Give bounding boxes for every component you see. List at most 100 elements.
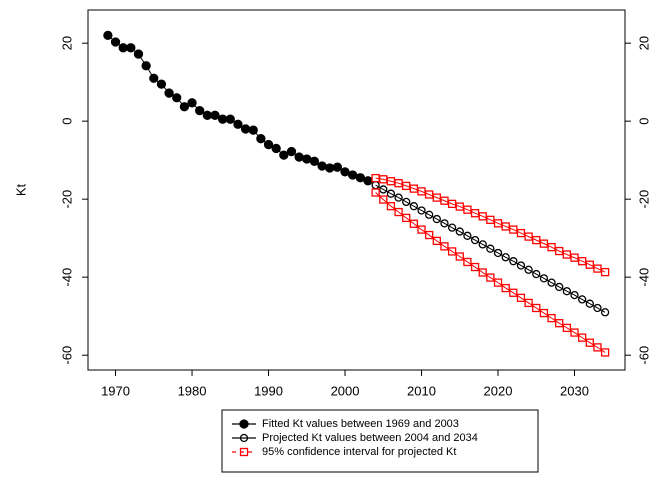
point	[532, 269, 541, 279]
point	[539, 308, 549, 318]
point	[286, 146, 297, 157]
point	[149, 73, 159, 83]
legend-label: Fitted Kt values between 1969 and 2003	[262, 418, 459, 430]
point	[486, 273, 495, 282]
legend-items: Fitted Kt values between 1969 and 2003 Pr…	[232, 418, 478, 458]
legend-label: 95% confidence interval for projected Kt	[262, 446, 456, 458]
point	[486, 244, 495, 253]
point	[409, 202, 419, 211]
point	[217, 114, 228, 124]
x-tick-label: 2020	[484, 383, 513, 398]
y2-tick-label: -20	[636, 190, 651, 209]
x-tick-label: 1970	[101, 383, 130, 398]
series-line	[107, 34, 369, 182]
point	[478, 268, 487, 277]
point	[379, 195, 388, 204]
point	[478, 240, 487, 249]
legend-marker	[239, 433, 249, 443]
point	[271, 143, 281, 154]
point	[156, 79, 167, 89]
x-tick-label: 2030	[560, 383, 589, 398]
point	[440, 242, 449, 251]
point	[371, 188, 380, 197]
point	[555, 282, 564, 292]
point	[509, 288, 518, 297]
point	[432, 236, 441, 246]
point	[463, 257, 472, 267]
series-line	[375, 184, 606, 313]
point	[409, 219, 419, 228]
x-tick-label: 2010	[407, 383, 436, 398]
point	[501, 283, 510, 293]
legend-marker	[239, 447, 249, 457]
point	[470, 235, 480, 245]
x-tick-label: 2000	[331, 383, 360, 398]
point	[463, 231, 472, 240]
point	[386, 202, 396, 211]
point	[225, 114, 235, 124]
y-tick-label: 20	[59, 36, 74, 50]
point	[585, 299, 594, 308]
point	[279, 150, 289, 160]
point	[302, 154, 312, 164]
point	[240, 124, 251, 134]
legend-label: Projected Kt values between 2004 and 203…	[262, 432, 478, 444]
point	[447, 247, 457, 256]
point	[118, 43, 128, 53]
point	[179, 102, 190, 112]
y2-tick-label: 20	[636, 36, 651, 50]
point	[593, 343, 602, 352]
point	[425, 230, 434, 240]
point	[172, 93, 182, 103]
point	[417, 225, 426, 234]
point	[309, 156, 320, 166]
point	[233, 119, 243, 129]
y-tick-label: 0	[59, 118, 74, 125]
y-tick-label: -20	[59, 190, 74, 209]
y-tick-label: -60	[59, 346, 74, 365]
point	[256, 134, 266, 144]
point	[585, 338, 594, 347]
point	[394, 207, 403, 217]
point	[348, 170, 358, 180]
point	[317, 161, 327, 171]
point	[516, 261, 526, 270]
point	[539, 274, 549, 283]
point	[524, 265, 533, 274]
point	[210, 110, 220, 120]
point	[363, 176, 373, 186]
point	[493, 278, 503, 287]
series-line	[375, 192, 606, 353]
point	[394, 193, 403, 202]
point	[547, 313, 556, 323]
y2-tick-label: -60	[636, 346, 651, 365]
point	[202, 110, 212, 120]
point	[509, 257, 518, 266]
point	[570, 290, 579, 300]
y-tick-label: -40	[59, 268, 74, 287]
point	[417, 206, 426, 215]
point	[195, 105, 205, 116]
point	[263, 139, 274, 150]
point	[164, 88, 174, 98]
point	[493, 248, 503, 258]
y-axis-label: Kt	[13, 183, 28, 196]
legend-marker	[239, 419, 249, 429]
y2-tick-label: -40	[636, 268, 651, 287]
point	[547, 278, 556, 287]
point	[402, 197, 411, 207]
point	[455, 227, 464, 236]
point	[110, 37, 121, 47]
point	[332, 162, 343, 172]
point	[425, 210, 434, 219]
point	[133, 49, 144, 59]
point	[294, 152, 304, 162]
point	[501, 253, 510, 262]
point	[355, 173, 365, 183]
point	[562, 287, 572, 296]
point	[325, 163, 335, 173]
point	[516, 293, 526, 302]
point	[103, 30, 113, 41]
point	[455, 252, 464, 261]
x-tick-label: 1990	[254, 383, 283, 398]
